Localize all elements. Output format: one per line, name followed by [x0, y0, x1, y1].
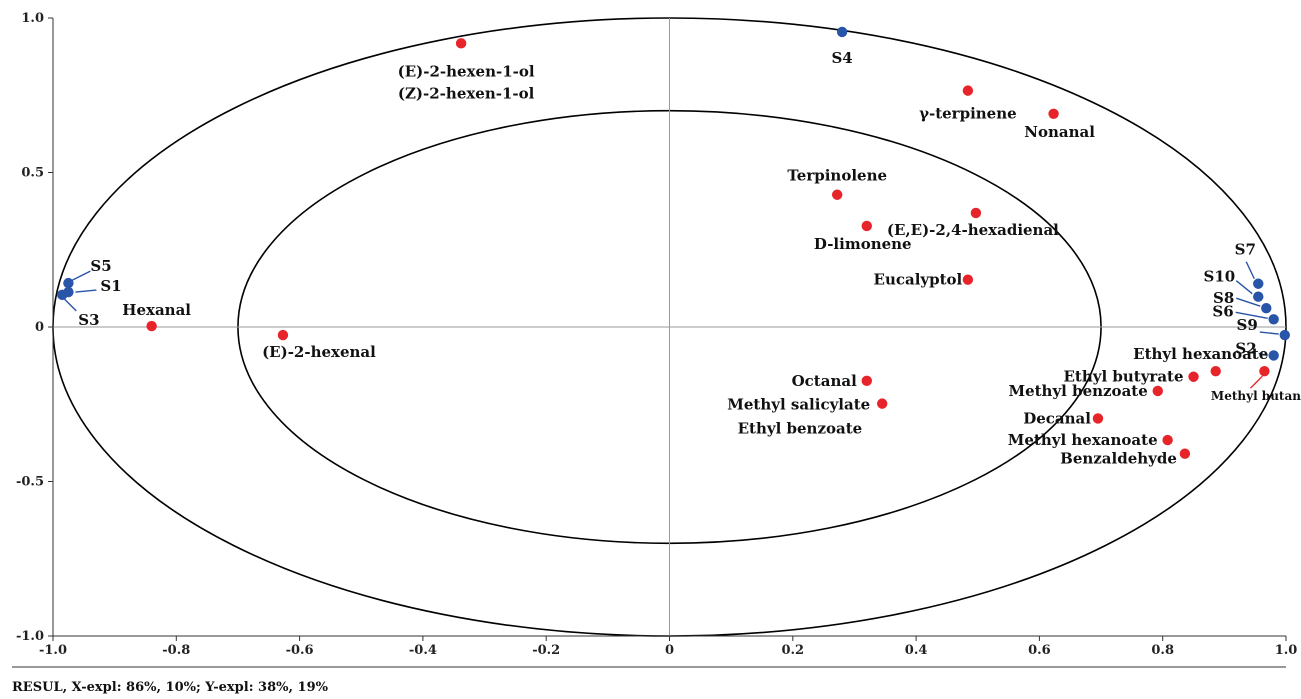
sample-point [63, 277, 74, 289]
compound-point [831, 189, 843, 200]
sample-label: S5 [90, 257, 111, 275]
sample-leader-line [1258, 352, 1268, 357]
explained-variance-footer: RESUL, X-expl: 86%, 10%; Y-expl: 38%, 19… [12, 680, 329, 695]
sample-point [836, 26, 848, 38]
sample-leader-line [1236, 297, 1261, 307]
sample-leader-line [1259, 331, 1279, 335]
compound-label: (E)-2-hexenal [262, 343, 376, 361]
sample-label: S6 [1212, 302, 1233, 320]
data-points [57, 26, 1290, 459]
label-leader-lines [63, 261, 1279, 389]
sample-leader-line [1235, 311, 1268, 319]
plot-axes: -1.0 -0.8 -0.6 -0.4 -0.2 0 0.2 0.4 0.6 0.8 1.0 -1.0… [12, 11, 1298, 668]
sample-label: S1 [100, 277, 121, 295]
compound-label: Decanal [1023, 409, 1091, 427]
compound-label: Ethyl butyrate [1063, 368, 1183, 386]
compound-label: Ethyl benzoate [738, 420, 863, 438]
x-tick-label: 0.2 [781, 643, 804, 658]
sample-label: S4 [831, 49, 852, 67]
sample-leader-line [72, 270, 91, 281]
compound-point [1152, 385, 1163, 397]
compound-point [876, 398, 888, 409]
compound-point [970, 207, 982, 219]
compound-label: Benzaldehyde [1060, 450, 1177, 468]
compound-label: Methyl butanoate [1211, 389, 1301, 403]
compound-point [962, 274, 974, 285]
sample-leader-line [63, 298, 77, 312]
x-tick-label: -0.4 [409, 643, 437, 658]
y-tick-label: -0.5 [16, 475, 44, 490]
sample-leader-line [1245, 261, 1255, 280]
compound-point [1210, 365, 1221, 377]
compound-point [1048, 108, 1059, 119]
compound-point [962, 85, 974, 96]
sample-label: S2 [1235, 339, 1256, 357]
x-tick-label: -0.2 [532, 643, 560, 658]
x-tick-label: 0.4 [905, 643, 928, 658]
sample-point [1261, 302, 1272, 314]
x-tick-label: 0 [665, 643, 674, 658]
compound-point [1162, 434, 1173, 446]
compound-point [455, 38, 467, 49]
sample-point [1268, 314, 1279, 325]
sample-label: S7 [1235, 241, 1256, 259]
compound-label: Octanal [792, 372, 857, 390]
compound-point [277, 329, 289, 341]
compound-point [861, 220, 872, 232]
compound-label: Methyl hexanoate [1008, 431, 1158, 449]
point-labels: (E)-2-hexen-1-ol (Z)-2-hexen-1-ol γ-terpin… [78, 49, 1301, 468]
compound-point [1179, 448, 1191, 459]
compound-label: Methyl benzoate [1008, 382, 1147, 400]
x-tick-label: -0.6 [286, 643, 314, 658]
sample-label: S8 [1213, 289, 1234, 307]
compound-label: D-limonene [814, 235, 912, 253]
compound-leader-line [1249, 375, 1263, 389]
y-tick-label: 1.0 [21, 11, 44, 26]
y-tick-label: -1.0 [16, 629, 44, 644]
compound-label: γ-terpinene [919, 105, 1017, 123]
compound-label: Nonanal [1024, 123, 1095, 141]
compound-point [861, 375, 872, 386]
compound-label: Hexanal [122, 301, 191, 319]
compound-point [1259, 365, 1270, 377]
sample-leader-line [1235, 280, 1253, 295]
compound-point [146, 320, 157, 332]
x-tick-label: 0.8 [1151, 643, 1174, 658]
sample-label: S9 [1236, 316, 1257, 334]
compound-label: Ethyl hexanoate [1133, 345, 1268, 363]
compound-label: (E)-2-hexen-1-ol [398, 62, 535, 80]
sample-point [1253, 291, 1264, 302]
compound-label: (Z)-2-hexen-1-ol [398, 84, 535, 102]
compound-label: (E,E)-2,4-hexadienal [887, 221, 1059, 239]
sample-label: S10 [1204, 268, 1236, 286]
compound-point [1092, 413, 1104, 424]
y-tick-label: 0.5 [21, 166, 44, 181]
compound-label: Eucalyptol [874, 271, 963, 289]
x-tick-label: -0.8 [162, 643, 190, 658]
y-tick-label: 0 [35, 320, 44, 335]
compound-label: Methyl salicylate [727, 396, 870, 414]
compound-point [1188, 371, 1199, 382]
sample-point [1268, 350, 1279, 361]
sample-leader-line [75, 289, 97, 293]
sample-point [1279, 329, 1290, 341]
sample-point [57, 289, 68, 301]
sample-label: S3 [78, 311, 99, 329]
x-tick-label: -1.0 [39, 643, 67, 658]
sample-point [1253, 278, 1264, 289]
x-tick-label: 1.0 [1275, 643, 1298, 658]
x-tick-label: 0.6 [1028, 643, 1051, 658]
compound-label: Terpinolene [787, 167, 887, 185]
